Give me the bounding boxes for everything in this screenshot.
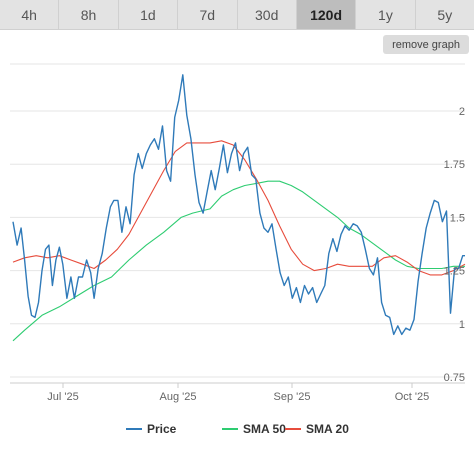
x-tick-label: Sep '25 bbox=[274, 391, 311, 403]
x-tick-label: Jul '25 bbox=[47, 391, 78, 403]
remove-graph-button[interactable]: remove graph bbox=[383, 35, 469, 54]
tab-5y[interactable]: 5y bbox=[437, 6, 453, 23]
series-line-price bbox=[12, 74, 465, 336]
tab-120d[interactable]: 120d bbox=[296, 0, 357, 29]
chart-legend: Price SMA 50 SMA 20 bbox=[126, 422, 349, 436]
series-line-sma-50 bbox=[12, 180, 465, 342]
y-tick-label: 2 bbox=[459, 106, 465, 118]
y-tick-label: 1 bbox=[459, 319, 465, 331]
x-axis-ticks: Jul '25 Aug '25 Sep '25 Oct '25 bbox=[47, 383, 429, 403]
series-line-sma-20 bbox=[12, 140, 466, 276]
tab-8h[interactable]: 8h bbox=[59, 0, 119, 29]
tab-4h[interactable]: 4h bbox=[0, 0, 60, 29]
tab-30d[interactable]: 30d bbox=[238, 0, 297, 29]
tab-7d[interactable]: 7d bbox=[178, 0, 238, 29]
timeframe-tabbar: 4h 8h 1d 7d 30d 120d 1y 5y bbox=[0, 0, 474, 30]
y-tick-label: 1.5 bbox=[450, 212, 465, 224]
y-tick-label: 1.25 bbox=[444, 266, 465, 278]
y-tick-label: 1.75 bbox=[444, 159, 465, 171]
legend-label-price: Price bbox=[147, 422, 177, 436]
chart-series bbox=[12, 74, 466, 342]
y-axis-ticks: 2 1.75 1.5 1.25 1 0.75 bbox=[444, 106, 465, 384]
x-tick-label: Oct '25 bbox=[395, 391, 430, 403]
legend-label-sma-50: SMA 50 bbox=[243, 422, 286, 436]
chart-gridlines bbox=[10, 63, 465, 384]
y-tick-label: 0.75 bbox=[444, 372, 465, 384]
legend-label-sma-20: SMA 20 bbox=[306, 422, 349, 436]
x-tick-label: Aug '25 bbox=[160, 391, 197, 403]
tab-1y[interactable]: 1y bbox=[356, 0, 416, 29]
tab-1d[interactable]: 1d bbox=[119, 0, 179, 29]
